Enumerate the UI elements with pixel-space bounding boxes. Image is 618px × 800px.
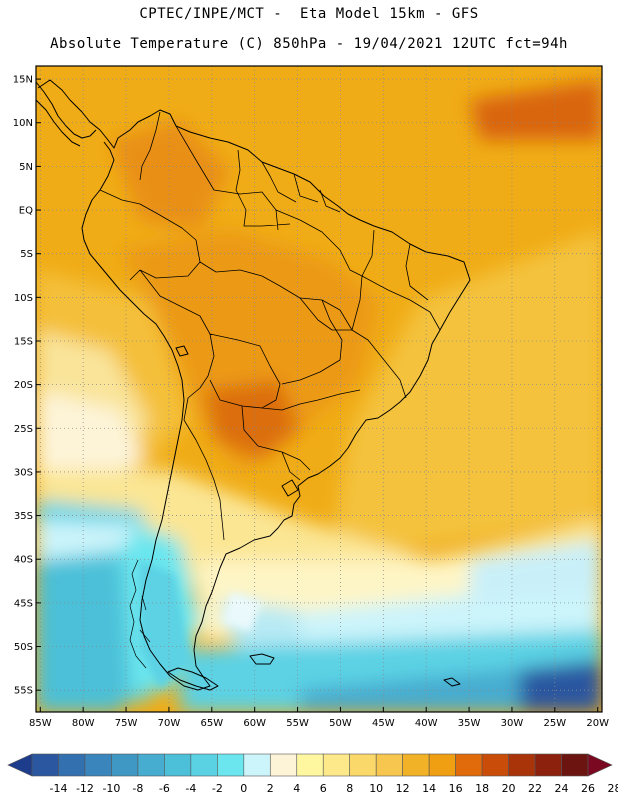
colorbar-label: -4: [185, 782, 196, 795]
colorbar-swatch: [481, 753, 509, 777]
colorbar-swatch: [190, 753, 218, 777]
colorbar-swatch: [375, 753, 403, 777]
latitude-label: 40S: [14, 555, 33, 566]
colorbar-label: -10: [102, 782, 120, 795]
colorbar-label: -8: [132, 782, 143, 795]
tierra-del-fuego: [167, 667, 219, 691]
colorbar-swatch: [455, 753, 483, 777]
colorbar-label: 10: [369, 782, 383, 795]
colorbar-under-arrow: [7, 753, 33, 777]
colorbar-swatch: [243, 753, 271, 777]
latitude-label: 15N: [13, 75, 33, 86]
colorbar-label: -6: [159, 782, 170, 795]
longitude-label: 80W: [72, 718, 95, 729]
chile-archipelago: [129, 559, 151, 669]
south-america-coastline: [37, 79, 471, 691]
longitude-label: 65W: [200, 718, 223, 729]
colorbar-label: 8: [346, 782, 353, 795]
latitude-label: 10N: [13, 118, 33, 129]
colorbar-swatch: [402, 753, 430, 777]
colorbar-swatch: [84, 753, 112, 777]
latitude-label: 35S: [14, 511, 33, 522]
latitude-label: 45S: [14, 598, 33, 609]
longitude-axis: 85W 80W 75W 70W 65W 60W 55W 50W 45W 40W 35W 30W 25W 2…: [29, 707, 609, 729]
longitude-label: 30W: [501, 718, 524, 729]
colorbar-label: 18: [475, 782, 489, 795]
colorbar-swatch: [269, 753, 298, 777]
colorbar-label: 14: [422, 782, 436, 795]
colorbar-swatch: [111, 753, 139, 777]
colorbar-swatch: [217, 753, 245, 777]
longitude-label: 35W: [458, 718, 481, 729]
lake-titicaca: [175, 345, 189, 357]
longitude-label: 55W: [286, 718, 309, 729]
latitude-label: 55S: [14, 686, 33, 697]
colorbar-swatch: [58, 753, 86, 777]
longitude-label: 45W: [372, 718, 395, 729]
map-frame: [35, 65, 603, 713]
latitude-label: 15S: [14, 336, 33, 347]
colorbar-swatch: [508, 753, 536, 777]
colorbar-swatch: [561, 753, 589, 777]
colorbar-label: 4: [293, 782, 300, 795]
colorbar-label: 0: [240, 782, 247, 795]
colorbar-swatch: [428, 753, 456, 777]
longitude-label: 50W: [329, 718, 352, 729]
colorbar-over-arrow: [587, 753, 613, 777]
colorbar-label: 26: [581, 782, 595, 795]
longitude-label: 60W: [243, 718, 266, 729]
colorbar: -14 -12 -10 -8 -6 -4 -2 0 2 4 6 8 10 12 14 16 18 20 22 24 26…: [7, 753, 618, 795]
colorbar-label: -2: [212, 782, 223, 795]
colorbar-swatch: [534, 753, 562, 777]
longitude-label: 40W: [415, 718, 438, 729]
colorbar-swatch: [31, 753, 59, 777]
longitude-label: 85W: [29, 718, 52, 729]
latitude-label: 50S: [14, 642, 33, 653]
latitude-label: 25S: [14, 424, 33, 435]
colorbar-label: 12: [396, 782, 410, 795]
longitude-label: 75W: [115, 718, 138, 729]
colorbar-label: 2: [267, 782, 274, 795]
colorbar-label: 20: [502, 782, 516, 795]
latitude-label: 5S: [20, 249, 33, 260]
chart-title-line-1: CPTEC/INPE/MCT - Eta Model 15km - GFS: [139, 6, 479, 22]
temperature-field: [36, 66, 602, 712]
latitude-label: EQ: [19, 206, 33, 217]
longitude-label: 25W: [544, 718, 567, 729]
falkland-islands: [249, 653, 275, 665]
colorbar-label: 6: [320, 782, 327, 795]
colorbar-label: 28: [607, 782, 618, 795]
colorbar-label: -14: [49, 782, 67, 795]
colorbar-swatch: [349, 753, 377, 777]
latitude-label: 20S: [14, 380, 33, 391]
colorbar-swatch: [296, 753, 324, 777]
latitude-label: 5N: [19, 162, 33, 173]
colorbar-label: 22: [528, 782, 542, 795]
country-borders: [99, 111, 441, 541]
latitude-label: 10S: [14, 293, 33, 304]
south-georgia: [443, 677, 461, 687]
colorbar-label: 16: [449, 782, 463, 795]
longitude-label: 70W: [158, 718, 181, 729]
latitude-axis: 15N 10N 5N EQ 5S 10S 15S 20S 25S 30S 35S 40S 45S 50S 5…: [13, 75, 41, 697]
colorbar-swatch: [322, 753, 351, 777]
colorbar-swatch: [164, 753, 192, 777]
colorbar-swatch: [137, 753, 165, 777]
colorbar-label: -12: [76, 782, 94, 795]
lagoa-dos-patos: [281, 479, 299, 497]
latitude-label: 30S: [14, 467, 33, 478]
colorbar-label: 24: [555, 782, 569, 795]
chart-title-line-2: Absolute Temperature (C) 850hPa - 19/04/…: [50, 36, 568, 52]
longitude-label: 20W: [586, 718, 609, 729]
central-america-coastline: [36, 81, 97, 147]
